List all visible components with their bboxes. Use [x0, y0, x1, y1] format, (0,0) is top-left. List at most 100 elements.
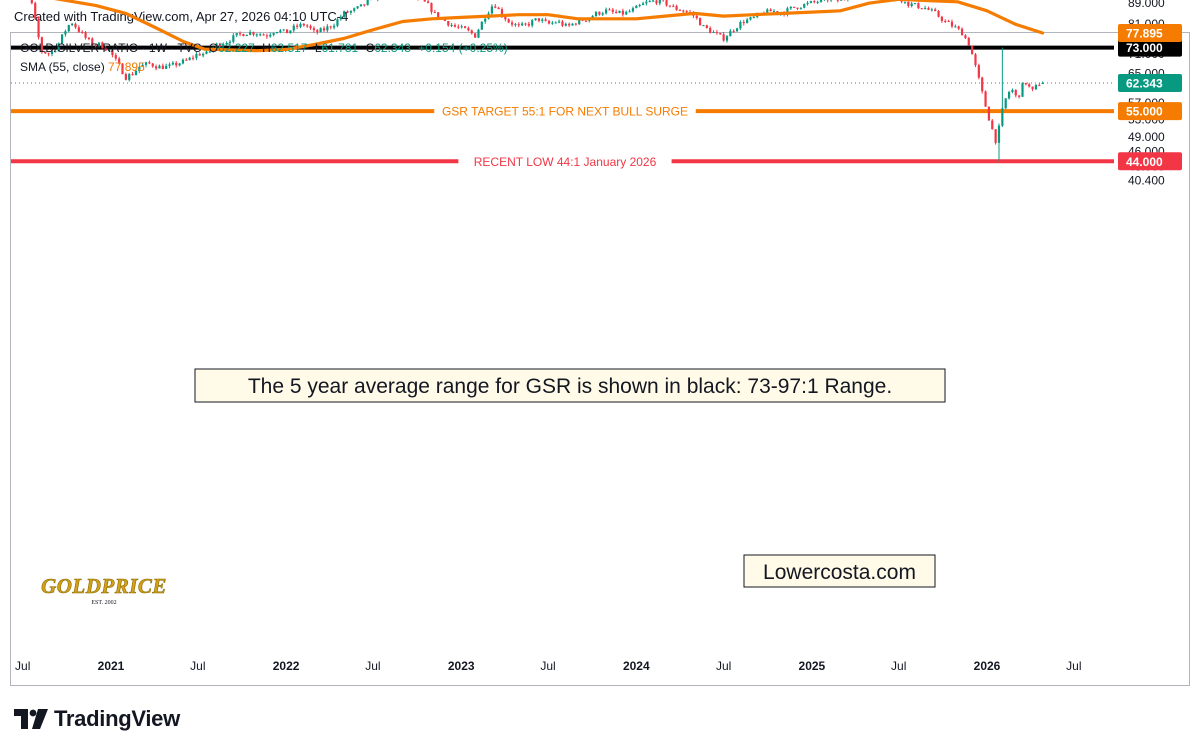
candle-body-76: [262, 34, 265, 36]
candle-body-152: [517, 24, 520, 26]
candle-body-183: [621, 10, 624, 15]
candle-body-85: [292, 25, 295, 31]
x-tick-label-8: Jul: [716, 659, 731, 673]
candle-body-80: [275, 32, 279, 34]
candle-body-25: [91, 38, 94, 46]
candle-body-303: [1024, 82, 1027, 85]
tradingview-logo-icon: [14, 709, 48, 729]
price-tag-0: 77.895: [1126, 27, 1163, 41]
candle-body-62: [215, 43, 218, 48]
candle-body-47: [165, 65, 168, 69]
candle-body-301: [1018, 95, 1021, 97]
candle-body-59: [205, 51, 208, 54]
candle-body-78: [269, 34, 272, 37]
candle-body-235: [796, 7, 799, 9]
symbol-legend[interactable]: GOLD/SILVER RATIO · 1W · TVC O62.227 H62…: [20, 41, 508, 55]
candle-body-70: [242, 34, 245, 37]
candle-body-136: [463, 26, 467, 29]
candle-body-41: [144, 62, 148, 65]
candle-body-134: [457, 26, 460, 28]
candle-body-302: [1021, 82, 1024, 97]
candle-body-155: [527, 23, 530, 26]
sma-legend[interactable]: SMA (55, close) 77.895: [20, 60, 145, 74]
candle-body-209: [709, 28, 712, 33]
candle-body-271: [917, 3, 920, 9]
candle-body-131: [447, 21, 450, 26]
candle-body-295: [997, 125, 1001, 143]
goldprice-logo: GOLDPRICE: [41, 574, 167, 598]
candle-body-46: [161, 65, 164, 69]
candle-body-162: [551, 22, 554, 24]
created-text: Created with TradingView.com, Apr 27, 20…: [14, 9, 349, 24]
candle-body-103: [353, 8, 356, 11]
candle-body-157: [534, 18, 537, 21]
candle-body-296: [1001, 108, 1004, 126]
axis-tag-bg-4: [1118, 152, 1182, 171]
candle-body-34: [121, 63, 124, 75]
candle-body-218: [739, 21, 742, 29]
candle-body-10: [40, 37, 44, 52]
y-tick-label-13: 40.400: [1128, 173, 1165, 187]
candle-body-213: [722, 34, 725, 41]
candle-body-198: [672, 6, 675, 8]
candle-body-102: [349, 10, 352, 13]
range-annotation-text: The 5 year average range for GSR is show…: [248, 375, 892, 398]
x-tick-label-1: 2021: [98, 659, 125, 673]
candle-body-178: [604, 9, 608, 14]
candle-body-148: [504, 16, 507, 20]
candle-body-124: [423, 0, 426, 2]
candle-body-65: [225, 42, 228, 45]
candle-body-8: [34, 3, 37, 19]
candle-body-287: [971, 45, 974, 55]
candle-body-167: [568, 23, 571, 26]
candle-body-60: [208, 51, 211, 53]
candle-body-141: [480, 21, 483, 30]
symbol-name: GOLD/SILVER RATIO · 1W · TVC: [20, 41, 202, 55]
candle-body-58: [202, 53, 205, 56]
candle-body-236: [799, 7, 802, 9]
candle-body-240: [813, 1, 816, 3]
candle-body-11: [44, 51, 47, 54]
candle-body-297: [1004, 98, 1007, 109]
x-tick-label-0: Jul: [15, 659, 30, 673]
candle-body-166: [564, 23, 567, 26]
candle-body-146: [497, 7, 500, 10]
website-annotation-text: Lowercosta.com: [763, 561, 916, 584]
candle-body-77: [265, 35, 269, 37]
candle-body-98: [336, 19, 339, 26]
candle-body-282: [954, 26, 957, 28]
candle-body-288: [974, 54, 977, 66]
candle-body-192: [652, 0, 655, 2]
chart-frame[interactable]: [10, 32, 1190, 686]
candle-body-270: [913, 3, 917, 5]
candle-body-57: [198, 54, 201, 56]
candle-body-150: [510, 22, 514, 25]
candle-body-17: [64, 31, 67, 35]
candle-body-130: [443, 18, 446, 22]
candle-body-210: [712, 32, 715, 34]
candle-body-177: [601, 13, 604, 15]
candle-body-228: [772, 11, 776, 13]
candle-body-163: [554, 22, 557, 24]
candle-body-52: [181, 59, 185, 64]
candle-body-286: [967, 38, 970, 46]
candle-body-49: [171, 62, 174, 65]
candle-body-190: [645, 1, 648, 4]
candle-body-64: [222, 44, 225, 47]
candle-body-165: [561, 21, 564, 26]
candle-body-305: [1031, 86, 1034, 90]
candle-body-193: [655, 0, 658, 4]
candle-body-214: [725, 36, 729, 41]
candle-body-48: [168, 64, 171, 66]
y-tick-label-2: 89.000: [1128, 0, 1165, 10]
candle-body-75: [259, 34, 262, 36]
candle-body-279: [944, 20, 947, 22]
website-annotation-box: [743, 554, 936, 588]
tradingview-footer[interactable]: TradingView: [14, 705, 180, 733]
candle-body-277: [937, 11, 940, 17]
candle-body-50: [175, 62, 178, 66]
candle-body-278: [940, 16, 944, 21]
candle-body-125: [427, 1, 430, 4]
candle-body-284: [960, 28, 964, 36]
